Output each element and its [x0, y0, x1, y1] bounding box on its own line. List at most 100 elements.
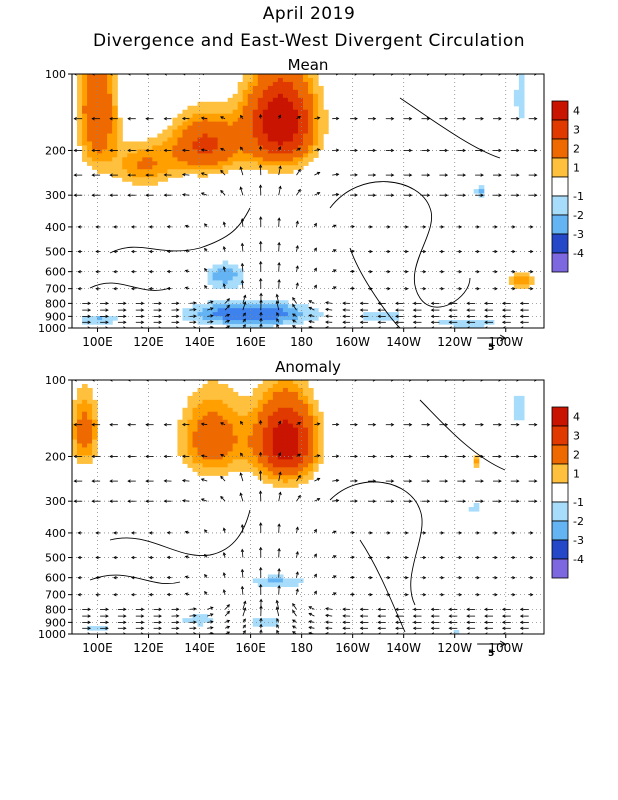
vector-arrowhead	[77, 592, 81, 597]
vector-arrow	[314, 455, 320, 457]
vector-arrow	[314, 172, 320, 176]
vector-arrowhead	[466, 326, 470, 328]
vector-arrowhead	[408, 499, 413, 503]
vector-arrowhead	[292, 609, 296, 614]
vector-arrowhead	[109, 173, 113, 177]
vector-arrowhead	[258, 184, 263, 188]
vector-arrowhead	[462, 380, 467, 382]
vector-arrowhead	[342, 614, 346, 618]
vector-arrowhead	[377, 607, 381, 612]
y-tick-label: 600	[45, 572, 66, 585]
vector-arrowhead	[405, 555, 409, 560]
vector-arrowhead	[184, 286, 189, 290]
vector-arrowhead	[163, 454, 168, 459]
vector-arrowhead	[335, 148, 340, 152]
vector-arrowhead	[277, 261, 281, 266]
vector-arrow	[182, 480, 190, 482]
vector-arrowhead	[440, 286, 445, 291]
vector-arrowhead	[87, 632, 92, 634]
x-tick-label: 160E	[235, 641, 266, 655]
vector-arrow	[220, 496, 226, 502]
vector-arrow	[296, 169, 301, 176]
vector-arrowhead	[200, 148, 205, 152]
shaded-field	[77, 74, 535, 328]
vector-arrowhead	[498, 499, 502, 503]
vector-arrowhead	[476, 555, 480, 560]
vector-arrowhead	[276, 624, 280, 628]
vector-arrowhead	[354, 479, 358, 483]
vector-arrowhead	[516, 380, 520, 382]
vector-arrowhead	[123, 607, 127, 612]
vector-arrow	[278, 218, 280, 227]
vector-arrowhead	[405, 531, 409, 535]
vector-arrowhead	[440, 225, 445, 229]
vector-arrowhead	[359, 620, 364, 625]
vector-arrowhead	[335, 74, 339, 76]
vector-arrowhead	[210, 613, 214, 617]
vector-arrowhead	[466, 632, 470, 634]
vector-arrowhead	[512, 531, 516, 535]
vector-arrowhead	[297, 115, 302, 120]
vector-arrow	[308, 606, 315, 610]
vector-arrowhead	[148, 592, 153, 597]
vector-arrowhead	[342, 620, 346, 625]
vector-arrowhead	[91, 173, 95, 177]
vector-arrow	[240, 492, 244, 502]
vector-arrowhead	[484, 620, 488, 625]
vector-arrowhead	[466, 314, 470, 319]
vector-arrowhead	[113, 286, 117, 291]
vector-arrowhead	[145, 479, 149, 483]
vector-arrowhead	[113, 249, 117, 254]
vector-arrowhead	[534, 454, 538, 459]
vector-arrowhead	[494, 286, 498, 291]
vector-arrow	[189, 615, 196, 617]
vector-arrowhead	[277, 584, 281, 589]
vector-arrowhead	[105, 626, 109, 631]
vector-arrowhead	[405, 269, 409, 274]
vector-arrowhead	[109, 499, 113, 503]
vector-arrowhead	[148, 249, 153, 254]
vector-arrowhead	[534, 479, 538, 483]
vector-arrowhead	[369, 286, 373, 291]
vector-arrowhead	[87, 620, 92, 625]
colorbar-swatch	[551, 138, 569, 159]
vector-arrow	[309, 314, 315, 317]
vector-arrowhead	[77, 269, 81, 274]
vector-arrowhead	[105, 632, 109, 634]
vector-arrowhead	[176, 607, 180, 611]
y-tick-label: 700	[45, 283, 66, 296]
vector-arrowhead	[462, 479, 467, 483]
vector-arrowhead	[181, 479, 186, 483]
vector-arrowhead	[258, 113, 263, 118]
vector-arrowhead	[377, 314, 381, 319]
vector-arrowhead	[130, 575, 135, 580]
vector-arrowhead	[408, 193, 413, 197]
vector-arrowhead	[408, 148, 413, 153]
vector-arrow	[207, 307, 214, 311]
vector-arrowhead	[163, 422, 168, 427]
vector-arrowhead	[516, 173, 520, 177]
vector-arrowhead	[395, 314, 399, 319]
vector-arrow	[314, 423, 320, 426]
vector-arrow	[224, 604, 230, 610]
vector-arrow	[278, 242, 280, 252]
vector-arrowhead	[369, 249, 373, 254]
vector-arrowhead	[466, 301, 470, 306]
vector-arrowhead	[109, 117, 113, 121]
vector-arrowhead	[484, 607, 488, 612]
vector-arrowhead	[222, 527, 226, 532]
vector-arrowhead	[498, 74, 502, 76]
vector-arrowhead	[220, 189, 224, 194]
vector-arrowhead	[73, 148, 77, 153]
vector-arrowhead	[377, 632, 381, 634]
vector-arrowhead	[316, 192, 321, 196]
vector-arrow	[201, 455, 208, 457]
x-tick-label: 120E	[133, 335, 164, 349]
vector-arrowhead	[308, 612, 312, 616]
vector-arrowhead	[498, 148, 502, 153]
vector-arrow	[325, 614, 333, 617]
vector-arrowhead	[166, 592, 171, 597]
vector-arrowhead	[243, 301, 247, 305]
contour-line	[349, 247, 401, 328]
